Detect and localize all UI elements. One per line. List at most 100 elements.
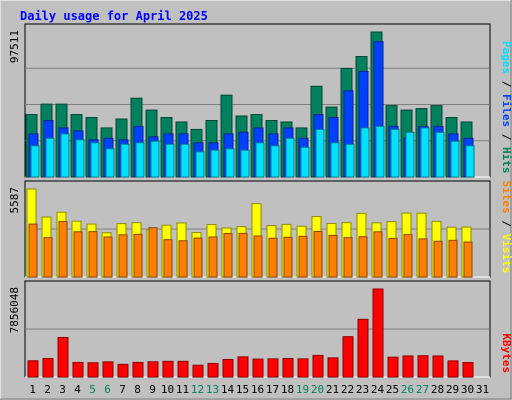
- bar-pages-day-4-fill: [75, 139, 85, 178]
- bar-pages-day-10-fill: [165, 143, 175, 178]
- bar-pages-day-12-fill: [195, 151, 205, 178]
- bar-kbytes-day-6: [102, 361, 114, 378]
- bar-sites-day-2-fill: [43, 237, 53, 278]
- bar-pages-day-20: [315, 128, 325, 178]
- x-tick-label: 30: [461, 383, 474, 396]
- x-tick-label: 1: [29, 383, 36, 396]
- bar-kbytes-day-19-fill: [297, 358, 309, 378]
- bar-pages-day-15: [240, 149, 250, 178]
- bar-kbytes-day-21-fill: [327, 357, 339, 378]
- bar-kbytes-day-19: [297, 358, 309, 378]
- x-tick-label: 27: [416, 383, 429, 396]
- bar-pages-day-25-fill: [390, 128, 400, 178]
- x-tick-label: 18: [281, 383, 294, 396]
- x-tick-label: 7: [119, 383, 126, 396]
- bar-sites-day-11: [178, 240, 188, 278]
- x-tick-label: 17: [266, 383, 279, 396]
- bar-kbytes-day-26-fill: [402, 355, 414, 378]
- bar-kbytes-day-20-fill: [312, 354, 324, 378]
- bar-sites-day-17-fill: [268, 237, 278, 278]
- bar-kbytes-day-13: [207, 362, 219, 378]
- bar-kbytes-day-20: [312, 354, 324, 378]
- bar-sites-day-22: [343, 237, 353, 278]
- bar-pages-day-6: [105, 148, 115, 178]
- bar-kbytes-day-25: [387, 356, 399, 378]
- x-tick-label: 16: [251, 383, 264, 396]
- bar-kbytes-day-10: [162, 360, 174, 378]
- bar-sites-day-7: [118, 234, 128, 278]
- bar-pages-day-23: [360, 127, 370, 178]
- bar-kbytes-day-27-fill: [417, 355, 429, 378]
- bar-kbytes-day-6-fill: [102, 361, 114, 378]
- bar-sites-day-29-fill: [448, 239, 458, 278]
- bar-kbytes-day-22-fill: [342, 336, 354, 378]
- bar-sites-day-15: [238, 232, 248, 278]
- bar-pages-day-10: [165, 143, 175, 178]
- x-tick-label: 23: [356, 383, 369, 396]
- bar-sites-day-30: [463, 241, 473, 278]
- bar-kbytes-day-1-fill: [27, 360, 39, 378]
- bar-sites-day-12: [193, 237, 203, 278]
- bar-kbytes-day-26: [402, 355, 414, 378]
- bar-kbytes-day-12-fill: [192, 364, 204, 378]
- bar-sites-day-22-fill: [343, 237, 353, 278]
- bar-kbytes-day-23: [357, 318, 369, 378]
- bar-pages-day-7: [120, 143, 130, 178]
- bar-sites-day-9-fill: [148, 227, 158, 278]
- bar-pages-day-16-fill: [255, 142, 265, 178]
- bar-sites-day-16: [253, 235, 263, 278]
- bar-pages-day-7-fill: [120, 143, 130, 178]
- bar-sites-day-12-fill: [193, 237, 203, 278]
- bar-pages-day-1: [30, 145, 40, 178]
- bar-kbytes-day-30: [462, 362, 474, 378]
- bar-sites-day-11-fill: [178, 240, 188, 278]
- x-axis: 1 2 3 4 5 6 7 8 9 10 11 12 13 14 15 16 17 18 19 20 21 22 23 24 2…: [29, 383, 489, 396]
- bar-kbytes-day-17-fill: [267, 358, 279, 378]
- bar-sites-day-28-fill: [433, 240, 443, 278]
- bar-sites-day-8: [133, 233, 143, 278]
- bar-pages-day-22-fill: [345, 143, 355, 178]
- legend-item-hits: Hits: [500, 147, 512, 174]
- x-tick-label: 10: [161, 383, 174, 396]
- bar-kbytes-day-1: [27, 360, 39, 378]
- bar-pages-day-9: [150, 140, 160, 178]
- y-max-label: 5587: [8, 187, 21, 214]
- bar-kbytes-day-13-fill: [207, 362, 219, 378]
- bar-kbytes-day-24-fill: [372, 288, 384, 378]
- bar-sites-day-8-fill: [133, 233, 143, 278]
- bar-kbytes-day-25-fill: [387, 356, 399, 378]
- bar-pages-day-19: [300, 146, 310, 178]
- bar-kbytes-day-18-fill: [282, 358, 294, 378]
- bar-kbytes-day-17: [267, 358, 279, 378]
- bar-kbytes-day-12: [192, 364, 204, 378]
- legend-item-visits: Visits: [500, 234, 512, 274]
- bar-kbytes-day-2-fill: [42, 358, 54, 378]
- bar-sites-day-9: [148, 227, 158, 278]
- bar-sites-day-6: [103, 236, 113, 278]
- bar-kbytes-day-29-fill: [447, 360, 459, 378]
- x-tick-label: 15: [236, 383, 249, 396]
- bar-pages-day-19-fill: [300, 146, 310, 178]
- x-tick-label: 25: [386, 383, 399, 396]
- bar-pages-day-30-fill: [465, 145, 475, 178]
- x-tick-label: 31: [476, 383, 489, 396]
- bar-sites-day-20: [313, 230, 323, 278]
- bar-sites-day-4-fill: [73, 231, 83, 278]
- bar-sites-day-3: [58, 221, 68, 278]
- bar-kbytes-day-14-fill: [222, 359, 234, 378]
- bar-kbytes-day-8: [132, 361, 144, 378]
- bar-pages-day-26-fill: [405, 131, 415, 178]
- x-tick-label: 28: [431, 383, 444, 396]
- x-tick-label: 4: [74, 383, 81, 396]
- bar-kbytes-day-14: [222, 359, 234, 378]
- legend-item-sites: Sites: [500, 181, 512, 214]
- bar-pages-day-4: [75, 139, 85, 178]
- x-tick-label: 5: [89, 383, 96, 396]
- x-tick-label: 12: [191, 383, 204, 396]
- y-max-label: 97511: [8, 30, 21, 63]
- bar-sites-day-18-fill: [283, 236, 293, 278]
- bar-sites-day-3-fill: [58, 221, 68, 278]
- bar-kbytes-day-27: [417, 355, 429, 378]
- x-tick-label: 24: [371, 383, 385, 396]
- bar-pages-day-27: [420, 127, 430, 178]
